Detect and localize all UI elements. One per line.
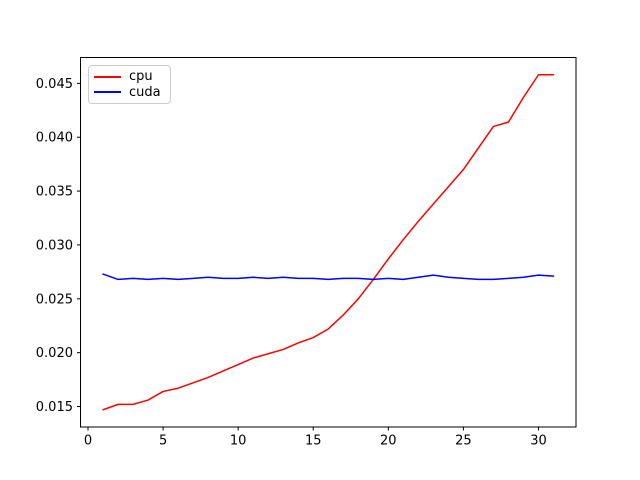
y-tick-label: 0.015 [36,400,73,415]
y-tick-label: 0.030 [36,238,73,253]
legend: cpu cuda [88,65,171,104]
cpu-line [102,73,555,411]
x-tick-label: 15 [305,434,322,449]
legend-item-cpu: cpu [94,69,162,85]
legend-label-cpu: cpu [129,69,153,85]
x-tick-label: 30 [530,434,547,449]
cpu-line-sample-icon [94,75,121,78]
x-tick-label: 20 [380,434,397,449]
y-tick-label: 0.020 [36,346,73,361]
y-tick-label: 0.040 [36,131,73,146]
axes-frame [80,57,577,428]
y-tick-label: 0.035 [36,185,73,200]
x-tick-label: 0 [84,434,92,449]
y-axis-ticks: 0.015 0.020 0.025 0.030 0.035 0.040 0.045 [36,77,81,415]
cuda-line-sample-icon [94,91,121,94]
x-tick-label: 5 [159,434,167,449]
legend-label-cuda: cuda [129,84,161,100]
x-tick-label: 10 [230,434,247,449]
series-lines [102,73,555,411]
x-tick-label: 25 [455,434,472,449]
legend-item-cuda: cuda [94,85,162,101]
x-axis-ticks: 0 5 10 15 20 25 30 [84,427,547,449]
y-tick-label: 0.025 [36,292,73,307]
y-tick-label: 0.045 [36,77,73,92]
cuda-line [102,273,555,281]
